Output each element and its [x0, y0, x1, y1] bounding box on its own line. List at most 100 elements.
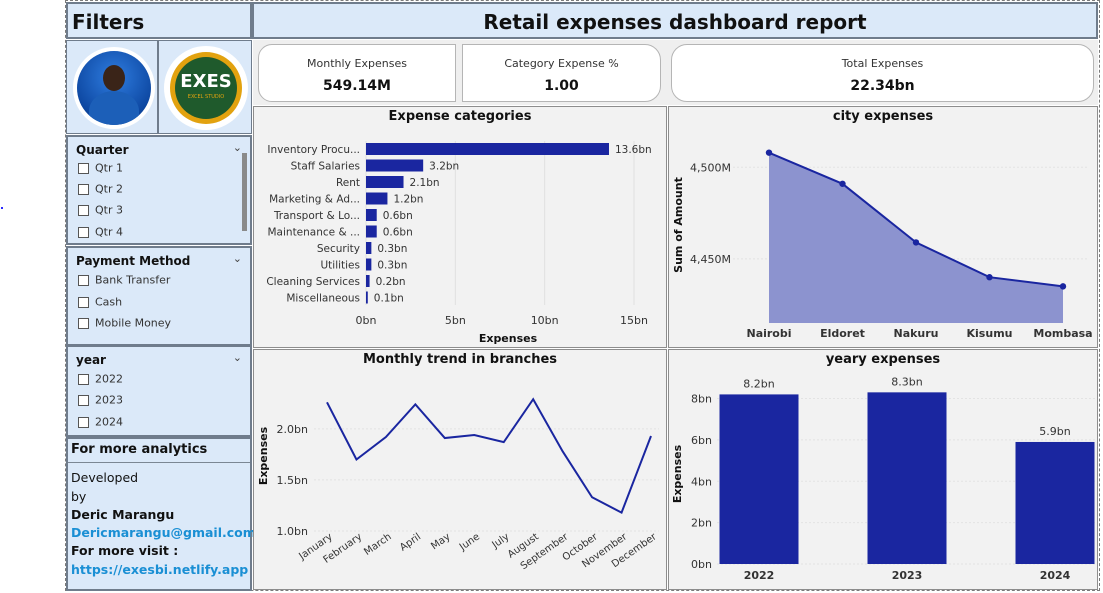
data-point: [986, 274, 993, 281]
bar: [867, 392, 947, 564]
exes-logo: EXES EXCEL STUDIO: [164, 46, 248, 130]
y-axis-label: Sum of Amount: [672, 177, 685, 273]
quarter-option[interactable]: Qtr 1: [78, 161, 123, 179]
year-option[interactable]: 2022: [78, 372, 123, 390]
kpi-label: Category Expense %: [504, 57, 619, 70]
data-label: 1.2bn: [393, 194, 423, 206]
year-slicer[interactable]: year ⌄ 2022 2023 2024: [66, 345, 252, 437]
payment-option[interactable]: Cash: [78, 295, 122, 313]
logo-word: EXES: [180, 71, 232, 92]
chevron-down-icon[interactable]: ⌄: [232, 351, 242, 364]
y-axis-label: Expenses: [257, 426, 270, 485]
x-tick-label: Nairobi: [746, 327, 791, 340]
bar: [366, 143, 609, 155]
data-label: 0.3bn: [377, 260, 407, 272]
data-label: 0.1bn: [374, 293, 404, 305]
bar: [366, 275, 370, 287]
checkbox-icon[interactable]: [78, 226, 89, 238]
x-tick-label: June: [457, 531, 482, 553]
filters-title: Filters: [72, 10, 145, 34]
developed-text: Developed: [71, 470, 139, 485]
checkbox-icon[interactable]: [78, 296, 89, 308]
data-point: [1059, 283, 1067, 290]
data-label: 5.9bn: [1039, 425, 1070, 438]
checkbox-icon[interactable]: [78, 394, 89, 406]
filters-header: Filters: [66, 2, 252, 39]
y-tick-label: 8bn: [691, 393, 712, 406]
checkbox-icon[interactable]: [78, 204, 89, 216]
x-tick-label: 0bn: [356, 314, 377, 327]
y-axis-label: Expenses: [671, 444, 684, 503]
series-line: [326, 397, 652, 515]
category-label: Inventory Procu...: [267, 144, 360, 156]
avatar: [73, 47, 155, 129]
data-label: 8.2bn: [743, 377, 774, 390]
kpi-label: Monthly Expenses: [307, 57, 407, 70]
category-label: Utilities: [320, 260, 360, 272]
x-axis-label: Expenses: [479, 332, 538, 345]
checkbox-icon[interactable]: [78, 373, 89, 385]
category-label: Marketing & Ad...: [269, 194, 360, 206]
data-label: 0.6bn: [383, 227, 413, 239]
checkbox-icon[interactable]: [78, 274, 89, 286]
kpi-value: 549.14M: [323, 78, 391, 94]
data-label: 2.1bn: [410, 177, 440, 189]
data-point: [912, 239, 920, 246]
chart-title: city expenses: [832, 109, 934, 124]
website-link[interactable]: https://exesbi.netlify.app: [71, 562, 249, 577]
year-slicer-label: year: [76, 353, 106, 367]
payment-method-slicer[interactable]: Payment Method ⌄ Bank Transfer Cash Mobi…: [66, 246, 252, 346]
analytics-panel: For more analytics Developed by Deric Ma…: [66, 437, 256, 591]
year-option[interactable]: 2024: [78, 415, 123, 433]
y-tick-label: 1.5bn: [277, 474, 308, 487]
area-fill: [769, 152, 1063, 323]
x-tick-label: 2022: [744, 569, 775, 582]
data-label: 3.2bn: [429, 161, 459, 173]
bar: [366, 192, 388, 205]
chevron-down-icon[interactable]: ⌄: [232, 252, 242, 265]
x-tick-label: 2023: [892, 569, 923, 582]
bar: [366, 291, 368, 304]
email-link[interactable]: Dericmarangu@gmail.com: [71, 525, 256, 540]
checkbox-icon[interactable]: [78, 183, 89, 195]
checkbox-icon[interactable]: [78, 317, 89, 329]
payment-method-label: Payment Method: [76, 254, 191, 268]
quarter-slicer[interactable]: Quarter ⌄ Qtr 1 Qtr 2 Qtr 3 Qtr 4: [66, 135, 252, 245]
dashboard-frame: [65, 0, 1100, 591]
chevron-down-icon[interactable]: ⌄: [232, 141, 242, 154]
y-tick-label: 0bn: [691, 558, 712, 571]
y-tick-label: 2.0bn: [277, 423, 308, 436]
bar: [366, 209, 377, 221]
stray-dot: [1, 207, 3, 209]
data-label: 0.2bn: [376, 276, 406, 288]
year-option[interactable]: 2023: [78, 393, 123, 411]
payment-option[interactable]: Mobile Money: [78, 316, 171, 334]
checkbox-icon[interactable]: [78, 162, 89, 174]
expense-categories-panel: Expense categories 0bn 5bn 10bn 15bn Invento…: [253, 106, 667, 348]
x-tick-label: April: [398, 531, 423, 553]
bar: [366, 159, 424, 172]
kpi-card-category: Category Expense % 1.00: [462, 44, 661, 102]
data-point: [765, 149, 773, 156]
slicer-scrollbar[interactable]: [242, 153, 247, 231]
quarter-option[interactable]: Qtr 4: [78, 225, 123, 243]
profile-photo-box: [66, 40, 158, 134]
x-tick-label: July: [490, 531, 512, 551]
kpi-label: Total Expenses: [841, 57, 924, 70]
kpi-card-total: Total Expenses 22.34bn: [671, 44, 1094, 102]
page-title: Retail expenses dashboard report: [483, 10, 867, 34]
payment-option[interactable]: Bank Transfer: [78, 273, 170, 291]
expense-categories-chart: 0bn 5bn 10bn 15bn Inventory Procu... 13.6bn St…: [266, 141, 652, 345]
monthly-trend-panel: Monthly trend in branches 1.0bn 1.5bn 2.0b…: [253, 349, 667, 590]
analytics-title: For more analytics: [71, 442, 208, 457]
quarter-option[interactable]: Qtr 2: [78, 182, 123, 200]
x-tick-label: Mombasa: [1033, 327, 1092, 340]
y-tick-label: 2bn: [691, 517, 712, 530]
data-label: 0.3bn: [377, 243, 407, 255]
dashboard-title-bar: Retail expenses dashboard report: [252, 2, 1098, 39]
by-text: by: [71, 489, 87, 504]
visit-text: For more visit :: [71, 543, 179, 558]
x-tick-label: Kisumu: [967, 327, 1013, 340]
checkbox-icon[interactable]: [78, 416, 89, 428]
quarter-option[interactable]: Qtr 3: [78, 203, 123, 221]
